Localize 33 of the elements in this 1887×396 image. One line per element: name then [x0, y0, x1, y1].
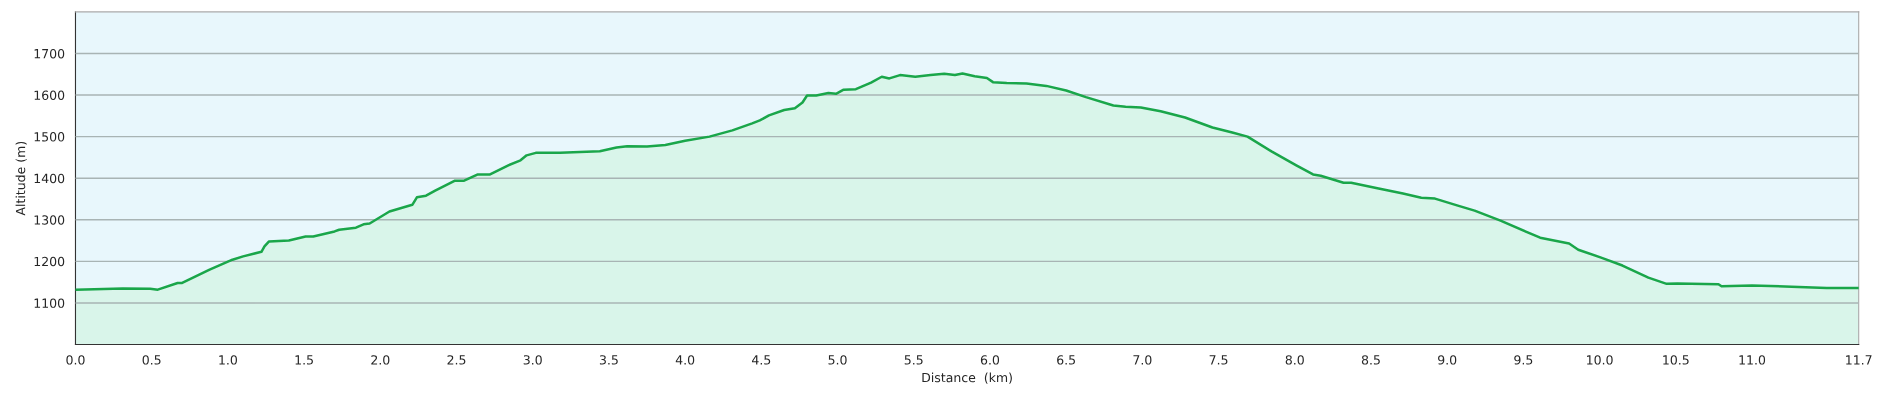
- x-tick-label: 10.5: [1663, 355, 1689, 365]
- y-tick-label: 1300: [34, 215, 65, 225]
- x-tick-label: 8.0: [1285, 355, 1304, 365]
- x-tick-label: 5.0: [828, 355, 847, 365]
- x-tick-label: 6.0: [980, 355, 1000, 365]
- x-tick-label: 5.5: [904, 355, 923, 365]
- x-tick-label: 2.0: [371, 355, 390, 365]
- y-tick-label: 1500: [34, 132, 65, 142]
- x-tick-label: 3.0: [523, 355, 542, 365]
- x-tick-label: 4.0: [675, 355, 695, 365]
- x-tick-label: 0.0: [66, 355, 85, 365]
- x-tick-label: 1.0: [219, 355, 237, 365]
- x-tick-label: 1.5: [295, 355, 313, 365]
- y-axis-title: Altitude (m): [15, 141, 27, 216]
- x-tick-label: 3.5: [599, 355, 618, 365]
- x-tick-label: 8.5: [1361, 355, 1380, 365]
- x-tick-label: 11.0: [1739, 355, 1766, 365]
- x-tick-label: 10.0: [1587, 355, 1613, 365]
- x-tick-label: 9.0: [1438, 355, 1457, 365]
- x-tick-label: 9.5: [1514, 355, 1533, 365]
- y-tick-label: 1400: [34, 173, 65, 184]
- y-tick-label: 1600: [34, 90, 65, 100]
- x-tick-label: 7.0: [1133, 355, 1152, 365]
- x-tick-label: 6.5: [1057, 355, 1075, 365]
- x-tick-label: 4.5: [752, 355, 771, 365]
- x-tick-label: 7.5: [1209, 355, 1228, 365]
- x-axis-title: Distance (km): [922, 372, 1012, 384]
- y-tick-label: 1100: [34, 298, 65, 308]
- x-tick-label: 11.7: [1846, 355, 1872, 365]
- y-tick-label: 1200: [34, 256, 65, 267]
- x-tick-label: 2.5: [447, 355, 466, 365]
- x-tick-label: 0.5: [142, 355, 161, 365]
- y-tick-label: 1700: [34, 48, 65, 59]
